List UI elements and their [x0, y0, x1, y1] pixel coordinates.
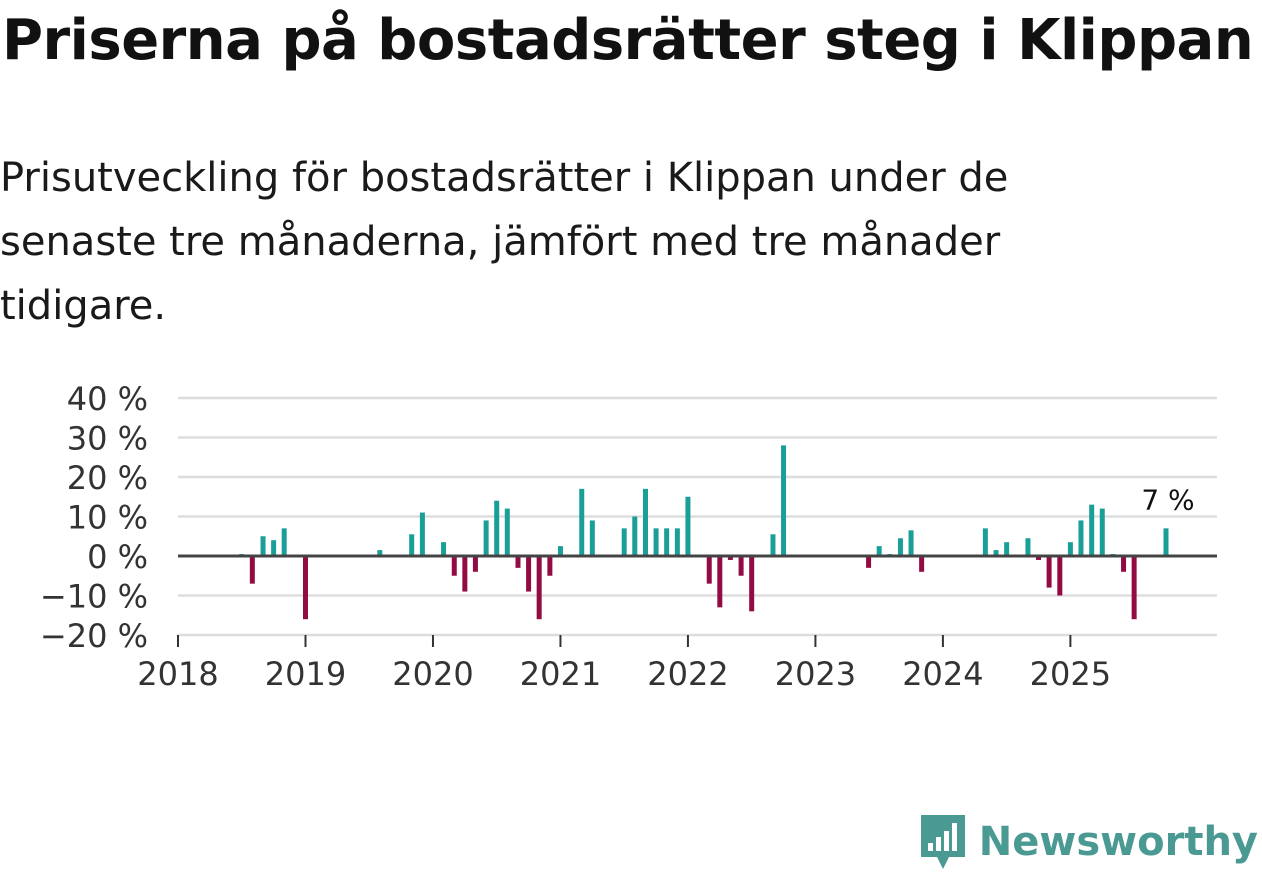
- bar: [1067, 542, 1073, 556]
- bar: [526, 556, 532, 592]
- bar: [642, 488, 648, 556]
- x-tick-label: 2021: [520, 655, 601, 693]
- bar: [1163, 528, 1169, 556]
- bar: [717, 556, 723, 608]
- bar: [589, 520, 595, 556]
- y-axis-labels: 40 %30 %20 %10 %0 %−10 %−20 %: [40, 380, 148, 655]
- bar: [504, 508, 510, 556]
- y-tick-label: −20 %: [40, 617, 148, 655]
- bar: [770, 534, 776, 556]
- x-tick-label: 2024: [902, 655, 983, 693]
- bar: [1046, 556, 1052, 588]
- bar: [919, 556, 925, 572]
- bar: [866, 556, 872, 568]
- bars: [239, 445, 1169, 620]
- bar: [781, 445, 787, 556]
- x-axis: 2018 2019 2020 2021 2022 2023 2024 2025: [137, 554, 1217, 693]
- bar: [653, 528, 659, 556]
- x-tick-label: 2018: [137, 655, 218, 693]
- bar: [727, 556, 733, 560]
- bar-chart: 40 %30 %20 %10 %0 %−10 %−20 % 2018 2019 20…: [40, 380, 1217, 693]
- bar: [557, 546, 563, 556]
- bar: [749, 556, 755, 612]
- bar: [451, 556, 457, 576]
- y-tick-label: 10 %: [67, 499, 148, 537]
- bar: [1089, 504, 1095, 556]
- bar: [982, 528, 988, 556]
- y-tick-label: 40 %: [67, 380, 148, 418]
- bar: [632, 516, 638, 556]
- bar: [674, 528, 680, 556]
- bar: [409, 534, 415, 556]
- bar: [664, 528, 670, 556]
- bar: [281, 528, 287, 556]
- y-tick-label: −10 %: [40, 578, 148, 616]
- last-value-label: 7 %: [1141, 483, 1194, 516]
- y-tick-label: 20 %: [67, 459, 148, 497]
- bar: [738, 556, 744, 576]
- bar: [536, 556, 542, 620]
- bar: [1025, 538, 1031, 556]
- x-tick-label: 2020: [392, 655, 473, 693]
- brand-logo: Newsworthy: [919, 813, 1258, 871]
- bar: [260, 536, 266, 556]
- bar: [897, 538, 903, 556]
- x-tick-label: 2025: [1030, 655, 1111, 693]
- chart-title: Priserna på bostadsrätter steg i Klippan: [2, 8, 1254, 73]
- bar: [1131, 556, 1137, 620]
- bar: [483, 520, 489, 556]
- x-tick-label: 2022: [647, 655, 728, 693]
- bar: [706, 556, 712, 584]
- bar: [472, 556, 478, 572]
- grid-lines: [178, 396, 1217, 637]
- x-tick-label: 2023: [775, 655, 856, 693]
- x-tick-label: 2019: [265, 655, 346, 693]
- bar: [377, 550, 383, 556]
- bar: [494, 500, 500, 556]
- bar: [515, 556, 521, 568]
- bar: [579, 488, 585, 556]
- bar: [271, 540, 277, 556]
- annotations: 7 %: [1141, 483, 1194, 516]
- bar: [908, 530, 914, 556]
- bar: [685, 496, 691, 556]
- bar: [1036, 556, 1042, 560]
- bar: [441, 542, 447, 556]
- bar: [1057, 556, 1063, 596]
- bar: [1099, 508, 1105, 556]
- y-tick-label: 0 %: [87, 538, 148, 576]
- bar: [419, 512, 425, 556]
- brand-name: Newsworthy: [978, 819, 1258, 865]
- y-tick-label: 30 %: [67, 420, 148, 458]
- chart-subtitle: Prisutveckling för bostadsrätter i Klipp…: [0, 155, 1009, 329]
- bar: [302, 556, 308, 620]
- bar: [547, 556, 553, 576]
- newsworthy-logo-icon: [920, 815, 965, 869]
- bar: [993, 550, 999, 556]
- bar: [249, 556, 255, 584]
- bar: [1078, 520, 1084, 556]
- bar: [876, 546, 882, 556]
- bar: [1004, 542, 1010, 556]
- bar: [1121, 556, 1127, 572]
- bar: [621, 528, 627, 556]
- bar: [462, 556, 468, 592]
